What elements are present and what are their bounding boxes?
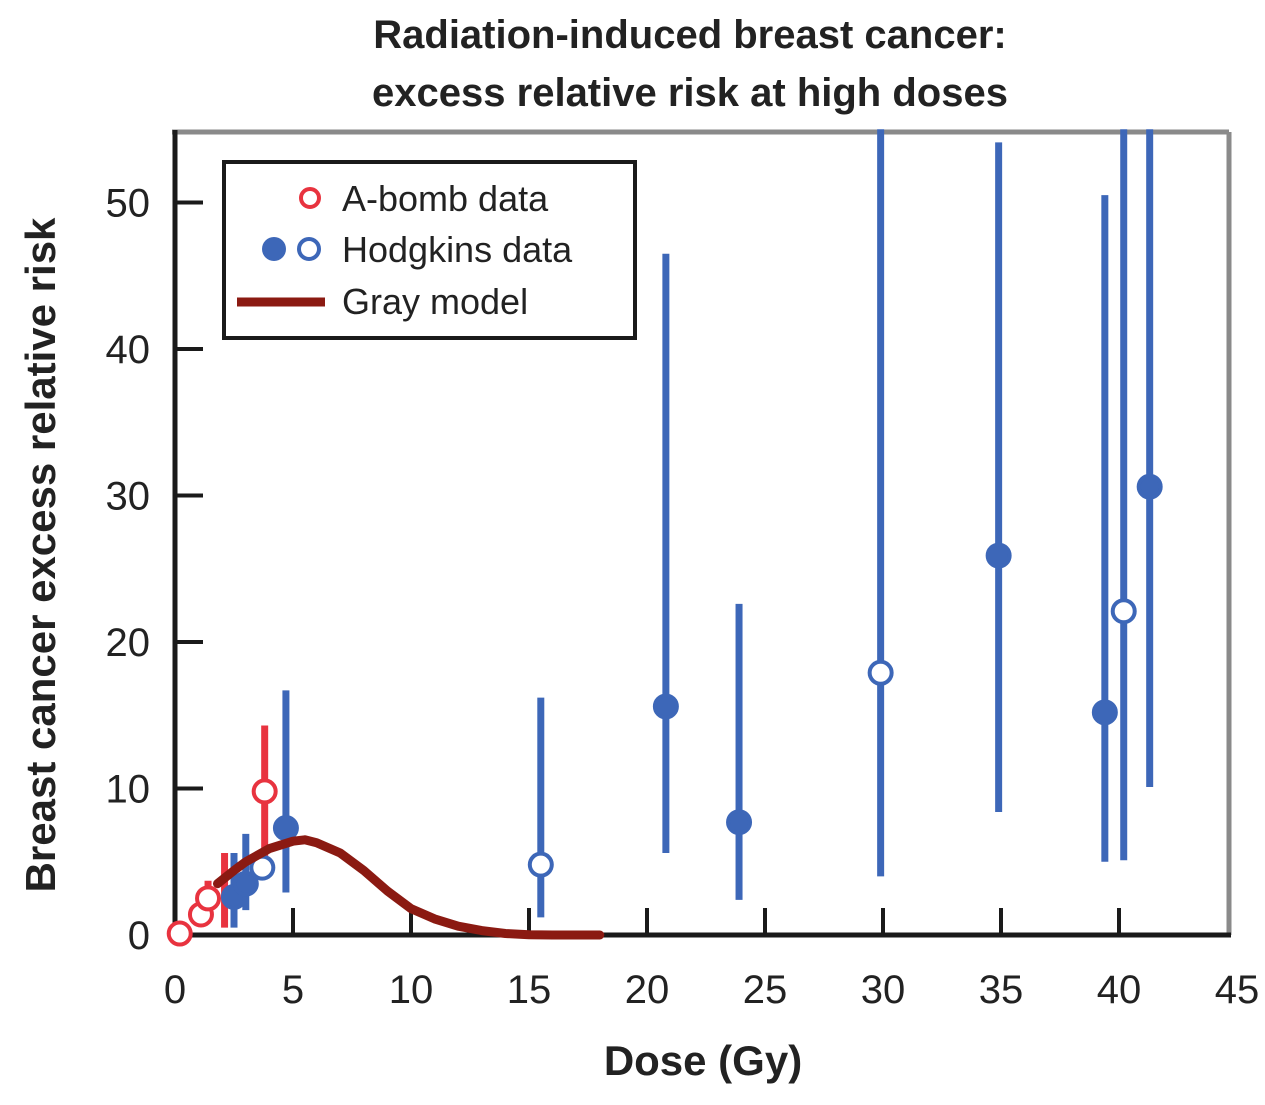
- hodgkins-open-point: [867, 659, 894, 686]
- legend-hodgkins-open-marker: [297, 237, 321, 261]
- abomb-open-point: [166, 920, 193, 947]
- x-tick-label: 25: [743, 968, 788, 1012]
- x-tick-label: 0: [164, 968, 186, 1012]
- x-tick-label: 10: [389, 968, 434, 1012]
- plot-frame: [172, 129, 1232, 938]
- x-tick-label: 30: [861, 968, 906, 1012]
- x-tick-label: 35: [979, 968, 1024, 1012]
- chart-title-line-1: Radiation-induced breast cancer:: [373, 13, 1006, 57]
- legend-abomb-label: A-bomb data: [342, 178, 549, 219]
- gray-model-line: [213, 835, 605, 940]
- hodgkins-filled-point: [1091, 699, 1118, 726]
- y-axis-label: Breast cancer excess relative risk: [17, 217, 64, 892]
- chart-title-line-2: excess relative risk at high doses: [372, 71, 1008, 115]
- hodgkins-filled-point: [726, 809, 753, 836]
- abomb-open-point: [195, 885, 222, 912]
- y-tick-label: 40: [106, 328, 151, 372]
- hodgkins-filled-point: [232, 870, 259, 897]
- x-tick-label: 45: [1215, 968, 1260, 1012]
- legend: A-bomb data Hodgkins data Gray model: [222, 160, 637, 340]
- hodgkins-filled-point: [985, 542, 1012, 569]
- legend-abomb-marker: [299, 187, 321, 209]
- x-tick-label: 20: [625, 968, 670, 1012]
- x-tick-label: 15: [507, 968, 552, 1012]
- x-tick-label: 5: [282, 968, 304, 1012]
- legend-model-label: Gray model: [342, 281, 528, 322]
- hodgkins-filled-point: [272, 815, 299, 842]
- x-tick-label: 40: [1097, 968, 1142, 1012]
- y-tick-label: 30: [106, 475, 151, 519]
- y-tick-label: 10: [106, 768, 151, 812]
- legend-hodgkins-filled-marker: [262, 237, 286, 261]
- y-tick-label: 20: [106, 621, 151, 665]
- abomb-open-point: [251, 778, 278, 805]
- hodgkins-open-point: [527, 851, 554, 878]
- y-tick-label: 50: [106, 182, 151, 226]
- y-tick-label: 0: [128, 914, 150, 958]
- x-axis-label: Dose (Gy): [604, 1037, 802, 1084]
- hodgkins-filled-point: [1136, 473, 1163, 500]
- hodgkins-open-point: [1110, 598, 1137, 625]
- legend-hodgkins-label: Hodgkins data: [342, 229, 573, 270]
- hodgkins-filled-point: [652, 693, 679, 720]
